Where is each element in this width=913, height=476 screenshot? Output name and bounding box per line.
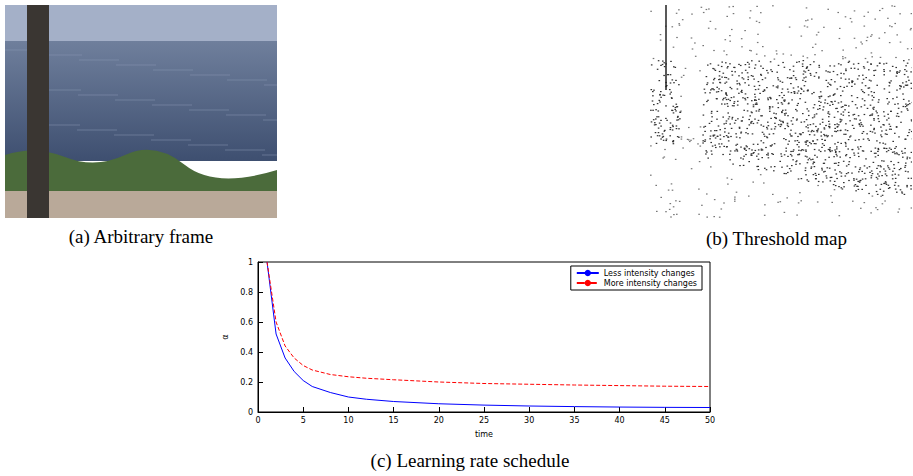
html-text:(c) Learning rate schedule: (c) Learning rate schedule xyxy=(370,450,570,471)
svg-text:25: 25 xyxy=(479,416,489,425)
svg-text:1: 1 xyxy=(248,258,253,267)
svg-text:α: α xyxy=(221,334,230,339)
svg-text:5: 5 xyxy=(301,416,306,425)
svg-text:0: 0 xyxy=(255,416,260,425)
svg-text:0.4: 0.4 xyxy=(240,348,253,357)
svg-text:0: 0 xyxy=(248,408,253,417)
svg-text:More intensity changes: More intensity changes xyxy=(604,279,697,288)
svg-text:15: 15 xyxy=(389,416,399,425)
svg-text:0.6: 0.6 xyxy=(240,318,253,327)
svg-text:Less intensity changes: Less intensity changes xyxy=(604,269,695,278)
svg-text:40: 40 xyxy=(615,416,625,425)
html-text:(b) Threshold map: (b) Threshold map xyxy=(706,228,847,249)
svg-text:50: 50 xyxy=(705,416,715,425)
html-text:(a) Arbitrary frame: (a) Arbitrary frame xyxy=(68,226,214,247)
svg-text:45: 45 xyxy=(660,416,670,425)
svg-text:35: 35 xyxy=(569,416,579,425)
svg-text:30: 30 xyxy=(524,416,534,425)
svg-text:0.8: 0.8 xyxy=(240,288,253,297)
svg-text:20: 20 xyxy=(434,416,444,425)
svg-text:10: 10 xyxy=(343,416,353,425)
svg-text:time: time xyxy=(475,430,493,439)
svg-text:0.2: 0.2 xyxy=(240,378,253,387)
